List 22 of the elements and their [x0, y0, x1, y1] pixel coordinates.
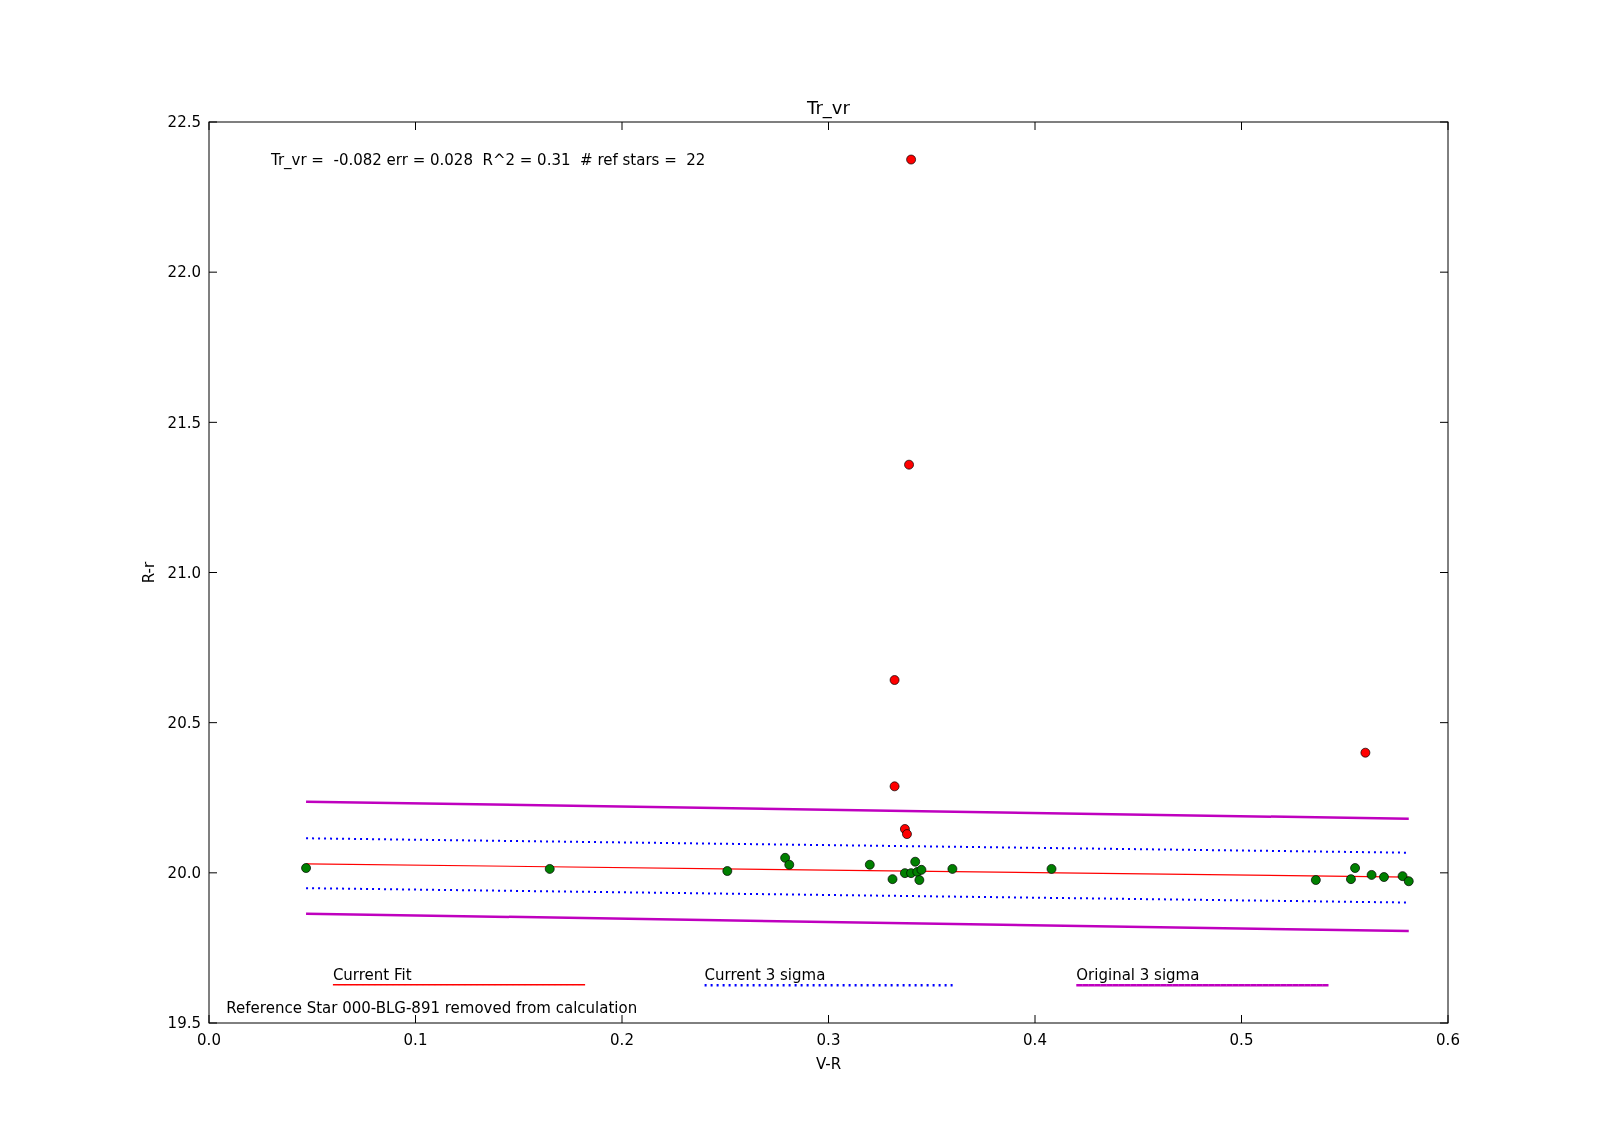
- y-axis-title: R-r: [140, 560, 158, 584]
- y-tick-label: 22.0: [167, 263, 201, 282]
- x-axis-title: V-R: [815, 1055, 842, 1073]
- x-tick-label: 0.0: [197, 1031, 221, 1049]
- x-tick-label: 0.2: [610, 1031, 634, 1049]
- y-tick-label: 19.5: [167, 1014, 201, 1033]
- x-tick-label: 0.3: [816, 1031, 841, 1049]
- x-tick-label: 0.4: [1023, 1031, 1047, 1049]
- y-tick-label: 20.5: [167, 713, 201, 732]
- annotation: Reference Star 000-BLG-891 removed from calculation: [226, 999, 638, 1017]
- y-tick-label: 20.0: [167, 864, 201, 883]
- legend-label: Original 3 sigma: [1076, 966, 1200, 984]
- chart-title: Tr_vr: [806, 97, 851, 119]
- x-tick-label: 0.5: [1229, 1031, 1254, 1049]
- annotation: Tr_vr = -0.082 err = 0.028 R^2 = 0.31 # ref stars = 22: [269, 151, 706, 171]
- x-tick-label: 0.1: [403, 1031, 428, 1049]
- legend-label: Current Fit: [332, 966, 412, 984]
- y-tick-label: 21.0: [167, 563, 201, 582]
- y-tick-label: 22.5: [167, 113, 201, 132]
- y-tick-label: 21.5: [167, 413, 201, 432]
- legend-label: Current 3 sigma: [704, 966, 826, 984]
- x-tick-label: 0.6: [1436, 1031, 1460, 1049]
